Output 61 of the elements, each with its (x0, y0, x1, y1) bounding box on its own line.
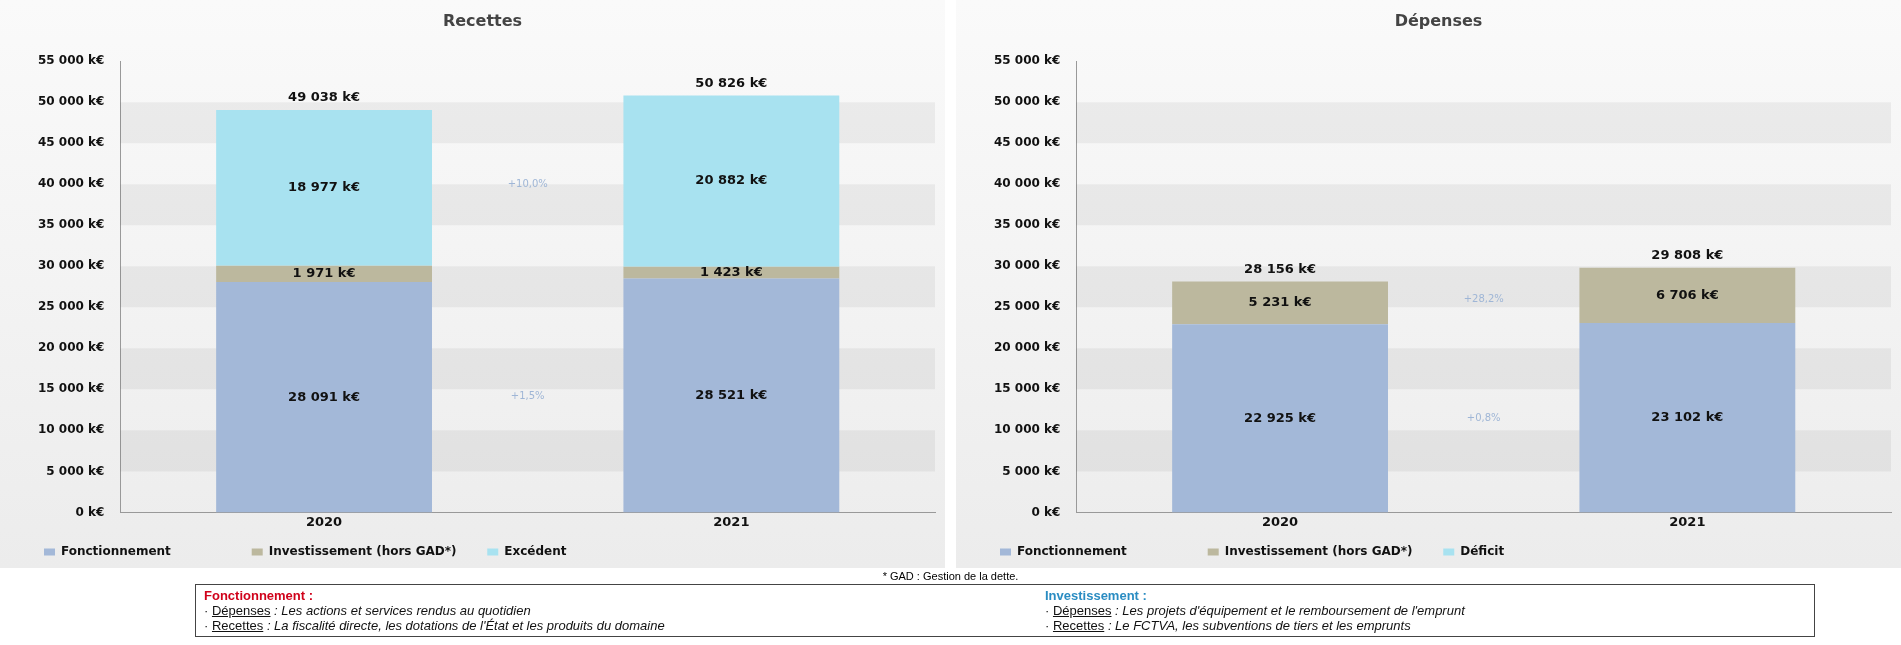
legend-label: Excédent (504, 544, 659, 559)
chart-title: Recettes (442, 10, 523, 30)
y-tick-label: 30 000 k€ (994, 258, 1061, 273)
y-tick-label: 25 000 k€ (38, 299, 105, 314)
y-tick-label: 0 k€ (1031, 504, 1061, 519)
y-tick-label: 40 000 k€ (38, 176, 105, 191)
y-tick-label: 50 000 k€ (38, 94, 105, 109)
data-label: 23 102 k€ (1651, 409, 1724, 425)
y-tick-label: 50 000 k€ (994, 94, 1061, 109)
legend-label: Fonctionnement (61, 544, 238, 559)
annotation: +1,5% (510, 389, 545, 401)
data-label: 28 091 k€ (288, 388, 361, 404)
y-tick-label: 20 000 k€ (38, 340, 105, 355)
data-label: 1 971 k€ (292, 265, 356, 281)
y-tick-label: 30 000 k€ (38, 258, 105, 273)
x-tick-label: 2020 (305, 513, 343, 529)
data-label: 28 521 k€ (695, 386, 768, 402)
data-label: 1 423 k€ (699, 263, 763, 279)
chart-title: Dépenses (1394, 10, 1483, 30)
data-label: 22 925 k€ (1244, 409, 1317, 425)
y-tick-label: 40 000 k€ (994, 176, 1061, 191)
text: Fonctionnement : (204, 588, 315, 603)
y-tick-label: 10 000 k€ (38, 422, 105, 437)
total-label: 29 808 k€ (1651, 247, 1724, 263)
data-label: 18 977 k€ (288, 179, 361, 195)
x-tick-label: 2020 (1261, 513, 1299, 529)
x-tick-label: 2021 (713, 513, 750, 529)
y-tick-label: 0 k€ (75, 504, 105, 519)
y-tick-label: 15 000 k€ (38, 381, 105, 396)
legend-label: Fonctionnement (1017, 544, 1194, 559)
y-tick-label: 45 000 k€ (994, 135, 1061, 150)
annotation: +28,2% (1463, 292, 1504, 304)
data-label: 20 882 k€ (695, 172, 768, 188)
y-tick-label: 15 000 k€ (994, 381, 1061, 396)
total-label: 28 156 k€ (1244, 260, 1317, 276)
y-tick-label: 20 000 k€ (994, 340, 1061, 355)
total-label: 50 826 k€ (695, 74, 768, 90)
annotation: +10,0% (507, 178, 548, 190)
x-tick-label: 2021 (1669, 513, 1706, 529)
y-tick-label: 45 000 k€ (38, 135, 105, 150)
y-tick-label: 5 000 k€ (46, 463, 105, 478)
text: Investissement : (1045, 588, 1148, 603)
y-tick-label: 10 000 k€ (994, 422, 1061, 437)
data-label: 5 231 k€ (1248, 294, 1312, 310)
text: · Dépenses : Les projets d'équipement et le remboursement de l'emprunt (1045, 603, 1465, 618)
y-tick-label: 5 000 k€ (1002, 463, 1061, 478)
data-label: 6 706 k€ (1655, 286, 1719, 302)
text: · Dépenses : Les actions et services rendus au quotidien (204, 603, 531, 618)
y-tick-label: 55 000 k€ (38, 53, 105, 68)
annotation: +0,8% (1466, 411, 1501, 423)
total-label: 49 038 k€ (288, 89, 361, 105)
y-tick-label: 35 000 k€ (38, 217, 105, 232)
y-tick-label: 35 000 k€ (994, 217, 1061, 232)
y-tick-label: 55 000 k€ (994, 53, 1061, 68)
text: * GAD : Gestion de la dette. (881, 570, 1020, 582)
legend-label: Déficit (1460, 544, 1601, 559)
legend-label: Investissement (hors GAD*) (268, 544, 474, 559)
y-tick-label: 25 000 k€ (994, 299, 1061, 314)
text: · Recettes : Le FCTVA, les subventions de tiers et les emprunts (1045, 618, 1411, 633)
text: · Recettes : La fiscalité directe, les dotations de l'État et les produits du domaine (204, 618, 665, 633)
legend-label: Investissement (hors GAD*) (1224, 544, 1430, 559)
